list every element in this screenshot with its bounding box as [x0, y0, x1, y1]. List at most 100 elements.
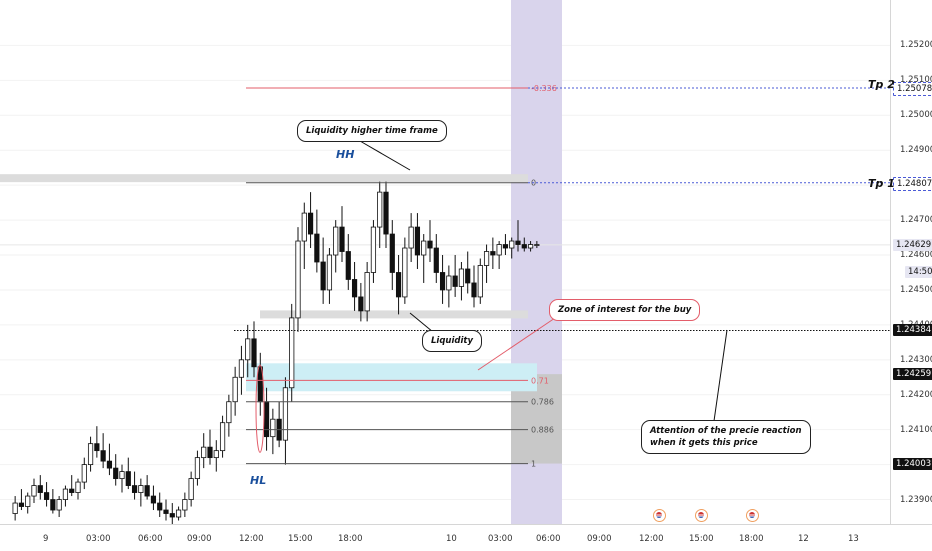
candle-body — [201, 446, 207, 459]
candle — [119, 464, 125, 493]
candle — [502, 234, 509, 256]
price-badge: 1.24807 — [893, 176, 932, 191]
candle-body — [477, 265, 483, 298]
candle — [496, 241, 502, 269]
candle-body — [238, 359, 245, 378]
candle-body — [125, 471, 131, 486]
price-badge: 1.25078 — [893, 82, 932, 97]
candle — [490, 237, 496, 269]
price-badge: 1.24629 — [893, 238, 932, 251]
label-tp1: Tp 1 — [868, 177, 895, 190]
candle — [188, 471, 194, 507]
candle — [169, 503, 175, 524]
time-tick-label: 15:00 — [689, 534, 714, 544]
candle — [364, 262, 370, 322]
candle-body — [169, 513, 175, 518]
zone-of-interest-box — [246, 363, 537, 392]
price-tick-label: 1.24500 — [900, 284, 932, 295]
time-tick-label: 09:00 — [187, 534, 212, 544]
candle — [232, 366, 238, 416]
candle — [245, 324, 251, 378]
candle — [144, 475, 150, 500]
candle-body — [213, 450, 219, 459]
candle-body — [433, 247, 439, 273]
candle-body — [131, 485, 138, 493]
candle-body — [421, 240, 427, 256]
candle-body — [307, 212, 314, 235]
candle-body — [163, 509, 169, 514]
candle-body — [270, 418, 276, 438]
candle-body — [219, 422, 226, 452]
candle-body — [339, 226, 345, 252]
time-tick-label: 10 — [446, 534, 457, 544]
candle-body — [326, 254, 333, 291]
price-badge: 1.24384 — [893, 324, 932, 337]
candle-body — [351, 279, 358, 298]
candle-body — [157, 502, 163, 511]
candle-body — [232, 376, 238, 403]
candle — [201, 433, 207, 469]
candle — [421, 234, 427, 283]
callout-attention: Attention of the precie reaction when it… — [641, 420, 811, 454]
time-axis[interactable]: 9 03:00 06:00 09:00 12:00 15:00 18:00 10 03:00 06… — [0, 524, 932, 551]
candle-body — [100, 450, 106, 462]
price-tick-label: 1.24300 — [900, 354, 932, 365]
price-badge: 1.24003 — [893, 457, 932, 470]
candle-body — [452, 275, 458, 287]
candle — [106, 443, 113, 476]
candle — [439, 255, 446, 304]
candle — [251, 321, 257, 378]
candle — [446, 265, 452, 308]
candle-body — [414, 226, 421, 256]
event-calendar-icon[interactable] — [695, 509, 708, 522]
callout-pointer — [409, 312, 434, 333]
candle — [389, 220, 395, 290]
candle-body — [295, 240, 301, 319]
candle-body — [496, 244, 502, 256]
candle — [94, 426, 100, 458]
callout-liquidity: Liquidity — [422, 330, 482, 352]
candle — [515, 220, 521, 252]
price-tick-label: 1.24100 — [900, 424, 932, 435]
time-tick-label: 9 — [43, 534, 49, 544]
candle-body — [521, 244, 527, 249]
candle-body — [427, 240, 433, 249]
price-tick-label: 1.24600 — [900, 250, 932, 260]
candle — [81, 457, 87, 490]
candle — [56, 496, 62, 518]
label-hl: HL — [250, 474, 267, 487]
candle — [395, 255, 402, 315]
callout-attention-line2: when it gets this price — [650, 438, 758, 448]
candle-body — [113, 467, 119, 479]
fib-level-label: 1 — [531, 460, 536, 469]
candle — [414, 213, 421, 269]
event-calendar-icon[interactable] — [653, 509, 666, 522]
candle-body — [483, 251, 490, 266]
fib-level-label: 0.71 — [531, 376, 549, 385]
time-tick-label: 12 — [798, 534, 809, 544]
candle — [43, 482, 50, 507]
candle — [326, 248, 333, 304]
candle-body — [81, 464, 87, 483]
time-tick-label: 09:00 — [587, 534, 612, 544]
price-axis[interactable]: 1.252001.251001.250001.249001.248001.247… — [890, 0, 932, 524]
candle-body — [31, 485, 37, 497]
candle — [257, 352, 263, 416]
candle — [31, 478, 37, 504]
candle-body — [301, 212, 307, 242]
time-tick-label: 15:00 — [288, 534, 313, 544]
candle-body — [358, 296, 364, 312]
candle — [383, 181, 389, 249]
candle — [163, 499, 169, 521]
candle — [125, 457, 131, 490]
candle-body — [395, 272, 402, 298]
fib-level-label: 0.786 — [531, 398, 554, 407]
candle-body — [490, 251, 496, 256]
candle-body — [207, 446, 213, 459]
event-calendar-icon[interactable] — [746, 509, 759, 522]
candle — [87, 436, 94, 472]
candle-body — [50, 499, 56, 511]
candle-body — [37, 485, 43, 493]
candle — [358, 282, 364, 322]
